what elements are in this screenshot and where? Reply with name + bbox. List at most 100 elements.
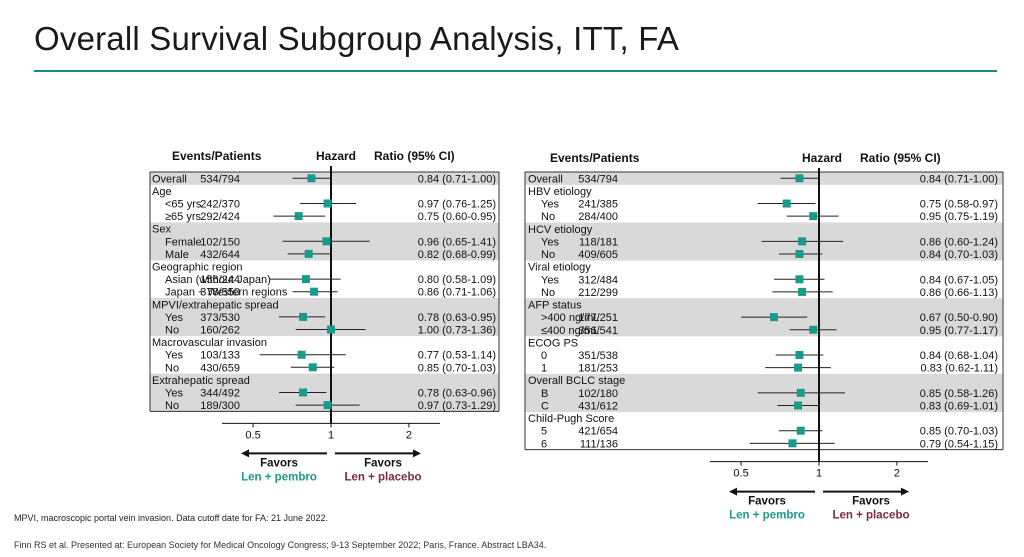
row-label: >400 ng/mL — [541, 312, 599, 324]
row-label: MPVI/extrahepatic spread — [152, 299, 279, 311]
row-hr-ci: 0.97 (0.73-1.29) — [418, 400, 496, 412]
row-hr-ci: 0.86 (0.71-1.06) — [418, 287, 496, 299]
row-label: Yes — [541, 274, 559, 286]
row-events: 356/541 — [578, 325, 618, 337]
row-events: 181/253 — [578, 363, 618, 375]
favors-right-b: Len + placebo — [344, 471, 421, 483]
row-events: 156/244 — [200, 274, 240, 286]
hr-marker — [796, 426, 805, 435]
favors-left-a: Favors — [748, 496, 786, 508]
row-label: No — [165, 325, 179, 337]
favors-left-b: Len + pembro — [241, 471, 317, 483]
events-header: Events/Patients — [172, 149, 262, 163]
row-hr-ci: 0.77 (0.53-1.14) — [418, 350, 496, 362]
row-label: No — [541, 287, 555, 299]
row-events: 103/133 — [200, 350, 240, 362]
row-events: 312/484 — [578, 274, 618, 286]
favors-right-a: Favors — [852, 496, 890, 508]
row-label: B — [541, 388, 548, 400]
row-label: Yes — [541, 199, 559, 211]
hr-marker — [809, 212, 818, 221]
row-hr-ci: 0.84 (0.71-1.00) — [418, 173, 496, 185]
hr-marker — [788, 439, 797, 448]
row-events: 432/644 — [200, 249, 240, 261]
hr-marker — [795, 275, 804, 284]
row-label: Age — [152, 186, 172, 198]
row-hr-ci: 0.83 (0.62-1.11) — [921, 363, 998, 375]
row-hr-ci: 0.84 (0.67-1.05) — [920, 274, 998, 286]
favors-left-arrowhead — [241, 449, 249, 458]
row-hr-ci: 0.86 (0.60-1.24) — [920, 236, 998, 248]
hr-marker — [782, 199, 791, 208]
row-hr-ci: 1.00 (0.73-1.36) — [418, 325, 496, 337]
row-label: ECOG PS — [528, 337, 578, 349]
row-hr-ci: 0.95 (0.75-1.19) — [920, 211, 998, 223]
page-title: Overall Survival Subgroup Analysis, ITT,… — [34, 20, 680, 57]
row-label: ≤400 ng/mL — [541, 325, 599, 337]
row-band — [525, 247, 1003, 261]
hr-marker — [297, 350, 306, 359]
x-tick-label: 1 — [328, 429, 334, 441]
hr-marker — [795, 350, 804, 359]
row-band — [150, 298, 499, 311]
hr-header-a: Hazard — [802, 151, 842, 165]
hr-marker — [798, 287, 807, 296]
row-events: 189/300 — [200, 400, 240, 412]
hr-marker — [307, 174, 316, 183]
row-events: 160/262 — [200, 325, 240, 337]
row-band — [525, 373, 1003, 387]
row-band — [525, 323, 1003, 337]
row-hr-ci: 0.78 (0.63-0.96) — [418, 388, 496, 400]
hr-marker — [794, 401, 803, 410]
hr-marker — [294, 212, 303, 221]
row-hr-ci: 0.82 (0.68-0.99) — [418, 249, 496, 261]
row-label: Yes — [541, 236, 559, 248]
hr-marker — [310, 287, 319, 296]
row-label: No — [165, 400, 179, 412]
row-events: 430/659 — [200, 362, 240, 374]
x-tick-label: 0.5 — [245, 429, 260, 441]
hr-marker — [323, 199, 332, 208]
x-tick-label: 2 — [894, 468, 900, 480]
row-label: 0 — [541, 350, 547, 362]
row-label: Overall BCLC stage — [528, 375, 625, 387]
hr-marker — [796, 388, 805, 397]
favors-right-a: Favors — [364, 457, 402, 469]
row-label: HBV etiology — [528, 186, 592, 198]
row-events: 409/605 — [578, 249, 618, 261]
row-label: Yes — [165, 312, 183, 324]
row-hr-ci: 0.86 (0.66-1.13) — [920, 287, 998, 299]
favors-right-arrowhead — [901, 487, 909, 496]
x-tick-label: 1 — [816, 468, 822, 480]
row-events: 351/538 — [578, 350, 618, 362]
hr-marker — [299, 388, 308, 397]
favors-left-a: Favors — [260, 457, 298, 469]
row-events: 421/654 — [578, 426, 618, 438]
hr-marker — [308, 363, 317, 372]
hr-marker — [794, 363, 803, 372]
hr-marker — [322, 237, 331, 246]
row-hr-ci: 0.67 (0.50-0.90) — [920, 312, 998, 324]
row-events: 378/550 — [200, 287, 240, 299]
row-band — [525, 399, 1003, 413]
row-label: Japan + Western regions — [165, 287, 288, 299]
row-events: 118/181 — [579, 236, 618, 248]
row-hr-ci: 0.84 (0.71-1.00) — [920, 173, 998, 185]
row-label: No — [541, 249, 555, 261]
row-hr-ci: 0.84 (0.70-1.03) — [920, 249, 998, 261]
row-label: Yes — [165, 350, 183, 362]
row-label: Male — [165, 249, 189, 261]
row-events: 534/794 — [200, 173, 240, 185]
row-label: 5 — [541, 426, 547, 438]
row-hr-ci: 0.75 (0.58-0.97) — [920, 199, 998, 211]
footnote: MPVI, macroscopic portal vein invasion. … — [14, 513, 329, 523]
row-label: AFP status — [528, 300, 582, 312]
row-events: 212/299 — [578, 287, 618, 299]
hr-header-b: Ratio (95% CI) — [860, 151, 941, 165]
row-events: 177/251 — [578, 312, 618, 324]
row-label: Overall — [152, 173, 187, 185]
row-label: Overall — [528, 173, 563, 185]
citation: Finn RS et al. Presented at: European So… — [14, 540, 547, 550]
hr-marker — [769, 313, 778, 322]
